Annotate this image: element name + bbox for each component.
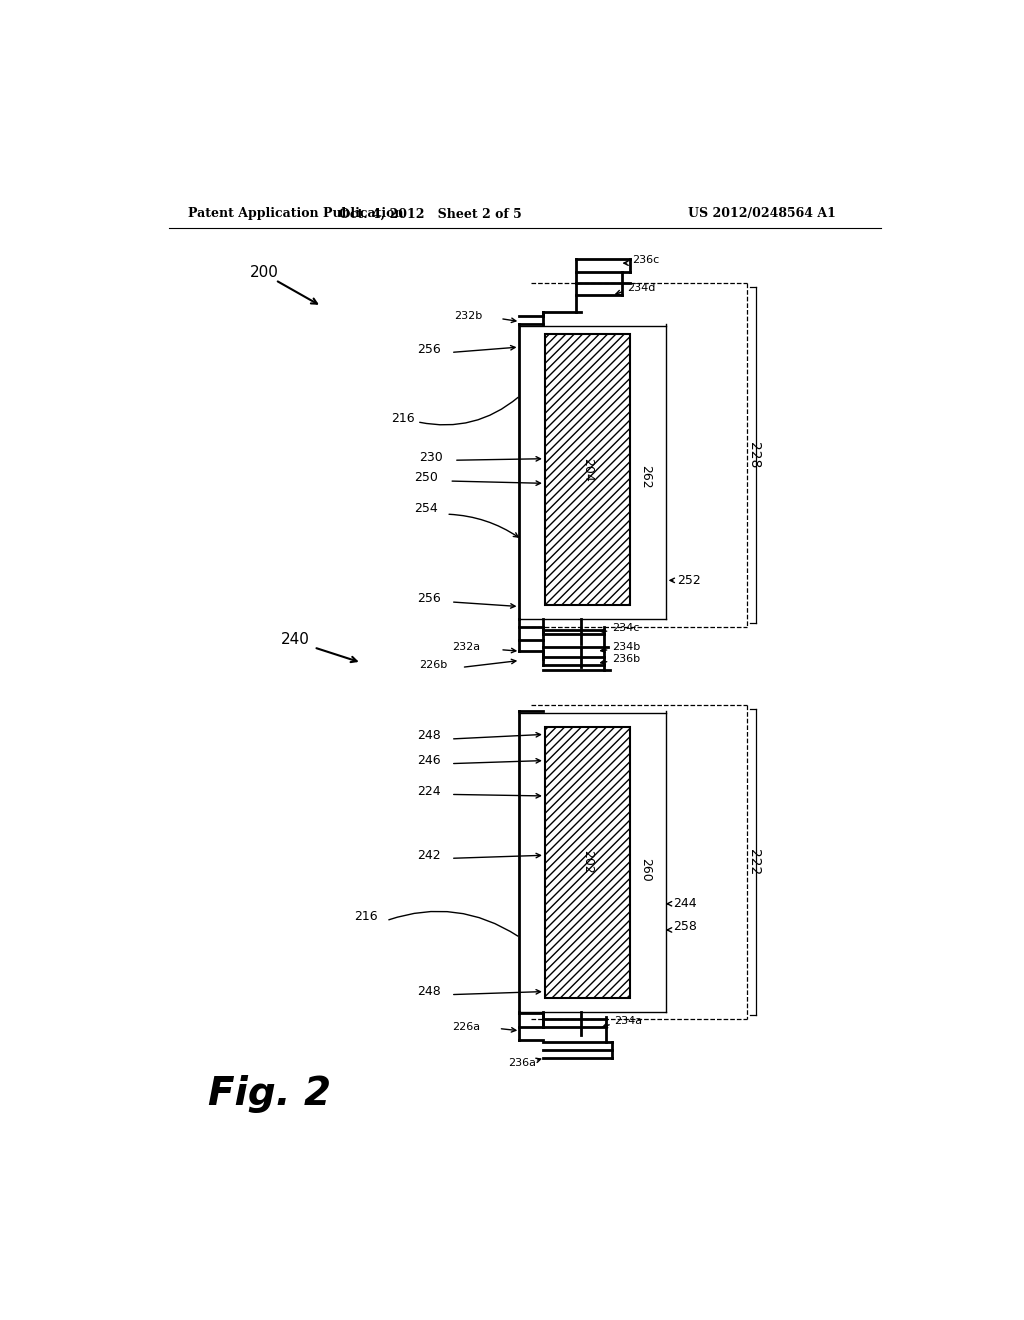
Text: 228: 228 <box>748 442 761 469</box>
Text: 234d: 234d <box>628 282 655 293</box>
Text: 242: 242 <box>417 849 440 862</box>
Text: 226b: 226b <box>419 660 447 671</box>
Text: 240: 240 <box>281 632 309 647</box>
Text: 262: 262 <box>639 466 651 488</box>
Text: 254: 254 <box>414 502 437 515</box>
Text: 236a: 236a <box>508 1059 536 1068</box>
Text: 260: 260 <box>639 858 651 882</box>
Text: 258: 258 <box>674 920 697 933</box>
Text: 248: 248 <box>417 985 440 998</box>
Text: 236b: 236b <box>611 653 640 664</box>
Text: 248: 248 <box>417 730 440 742</box>
Bar <box>545 334 630 605</box>
Text: 236c: 236c <box>633 255 659 265</box>
Text: US 2012/0248564 A1: US 2012/0248564 A1 <box>688 207 836 220</box>
Text: 224: 224 <box>417 785 440 797</box>
Text: Fig. 2: Fig. 2 <box>208 1074 331 1113</box>
Text: 244: 244 <box>674 898 697 911</box>
Text: 200: 200 <box>250 265 279 280</box>
Text: 234c: 234c <box>611 623 639 634</box>
Text: 234a: 234a <box>614 1016 642 1026</box>
Bar <box>545 726 630 998</box>
Text: 252: 252 <box>677 574 701 587</box>
Text: 202: 202 <box>581 850 594 874</box>
Text: Patent Application Publication: Patent Application Publication <box>188 207 403 220</box>
Text: 232a: 232a <box>453 643 480 652</box>
Text: Oct. 4, 2012   Sheet 2 of 5: Oct. 4, 2012 Sheet 2 of 5 <box>340 207 522 220</box>
Text: 256: 256 <box>417 593 440 606</box>
Text: 246: 246 <box>417 754 440 767</box>
Text: 226a: 226a <box>453 1022 480 1032</box>
Text: 256: 256 <box>417 343 440 356</box>
Text: 216: 216 <box>354 911 378 924</box>
Text: 204: 204 <box>581 458 594 482</box>
Text: 216: 216 <box>391 412 415 425</box>
Text: 234b: 234b <box>611 643 640 652</box>
Text: 250: 250 <box>414 471 438 484</box>
Text: 230: 230 <box>419 450 443 463</box>
Text: 232b: 232b <box>454 312 482 321</box>
Text: 222: 222 <box>748 849 761 875</box>
